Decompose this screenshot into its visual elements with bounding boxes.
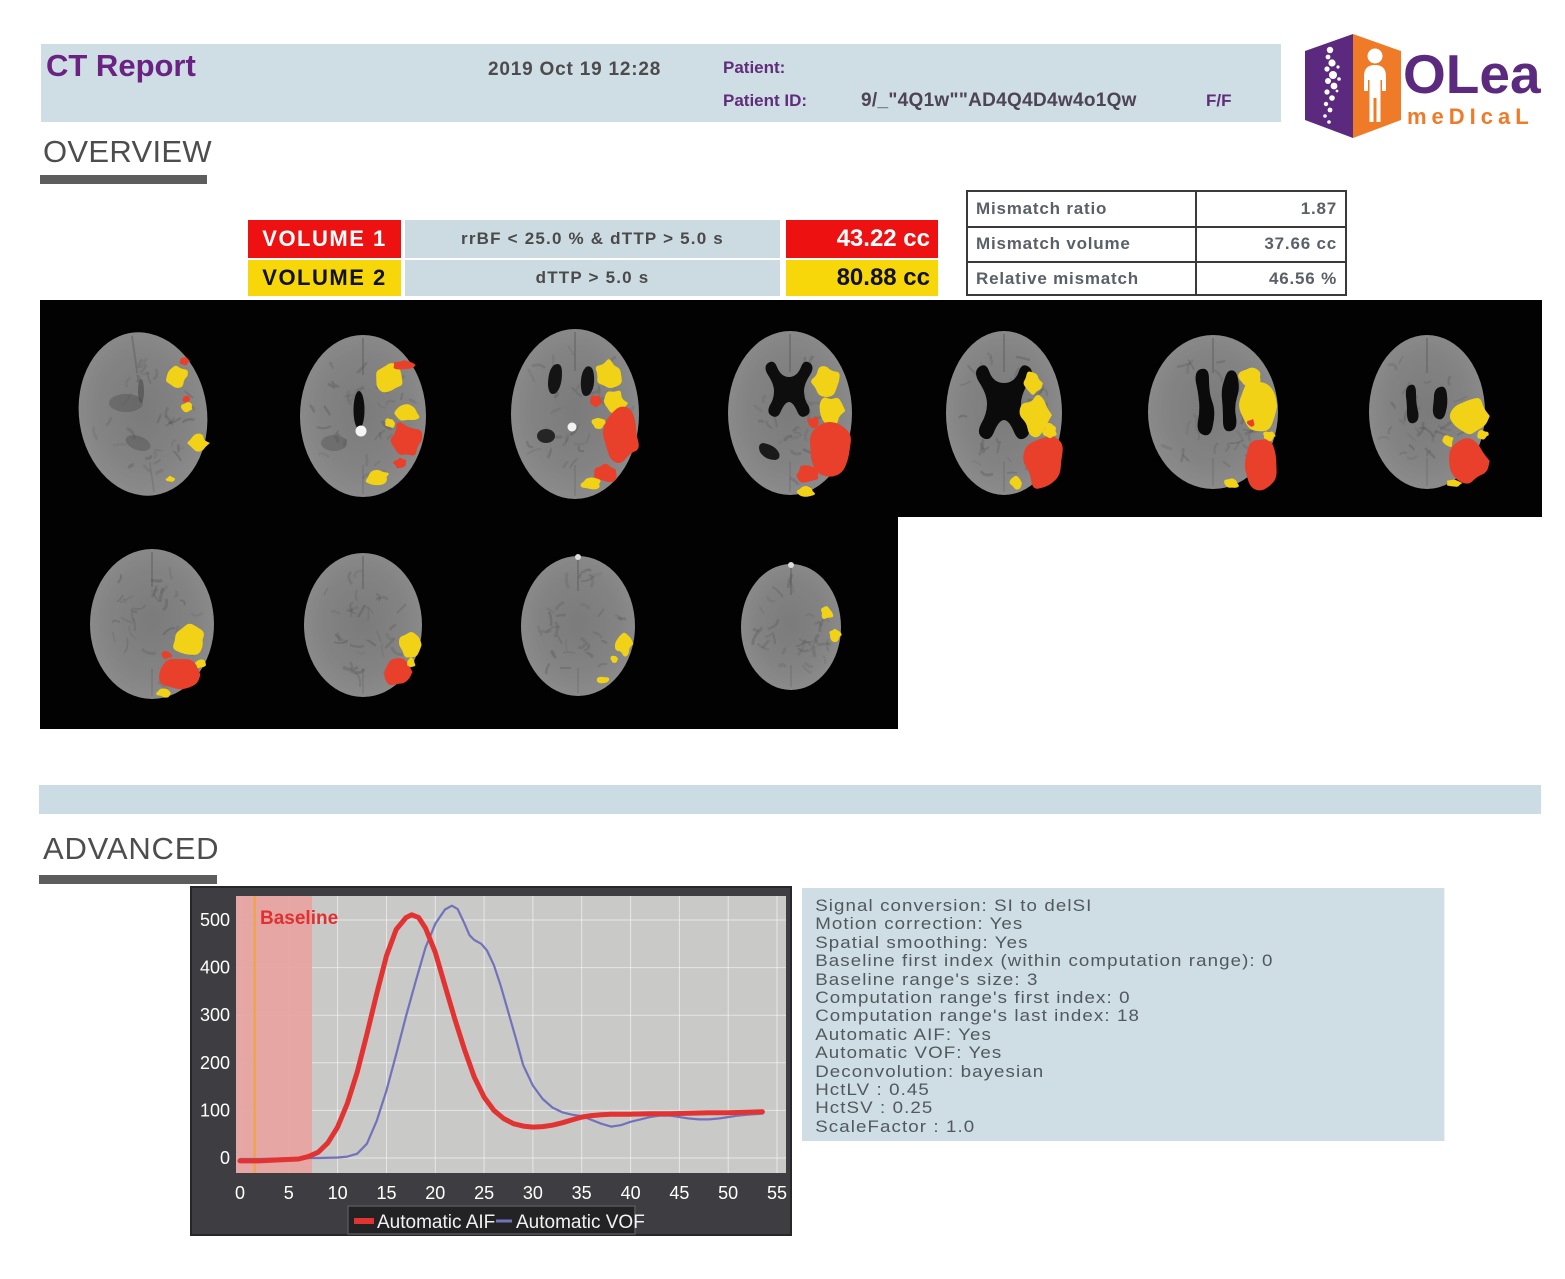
svg-text:55: 55	[767, 1183, 787, 1203]
svg-text:400: 400	[200, 958, 230, 978]
svg-text:20: 20	[425, 1183, 445, 1203]
svg-text:5: 5	[284, 1183, 294, 1203]
svg-text:45: 45	[669, 1183, 689, 1203]
svg-text:40: 40	[621, 1183, 641, 1203]
svg-text:0: 0	[235, 1183, 245, 1203]
svg-text:meDIcaL: meDIcaL	[1407, 104, 1534, 129]
svg-text:300: 300	[200, 1005, 230, 1025]
svg-text:200: 200	[200, 1053, 230, 1073]
svg-text:Automatic VOF: Automatic VOF	[516, 1212, 645, 1233]
svg-text:35: 35	[572, 1183, 592, 1203]
svg-text:Baseline: Baseline	[260, 908, 338, 929]
svg-text:15: 15	[376, 1183, 396, 1203]
svg-text:500: 500	[200, 910, 230, 930]
svg-text:25: 25	[474, 1183, 494, 1203]
svg-text:100: 100	[200, 1100, 230, 1120]
svg-text:30: 30	[523, 1183, 543, 1203]
svg-text:50: 50	[718, 1183, 738, 1203]
svg-text:0: 0	[220, 1148, 230, 1168]
svg-text:10: 10	[328, 1183, 348, 1203]
svg-text:Automatic AIF: Automatic AIF	[377, 1212, 495, 1233]
svg-text:OLea: OLea	[1403, 43, 1541, 105]
